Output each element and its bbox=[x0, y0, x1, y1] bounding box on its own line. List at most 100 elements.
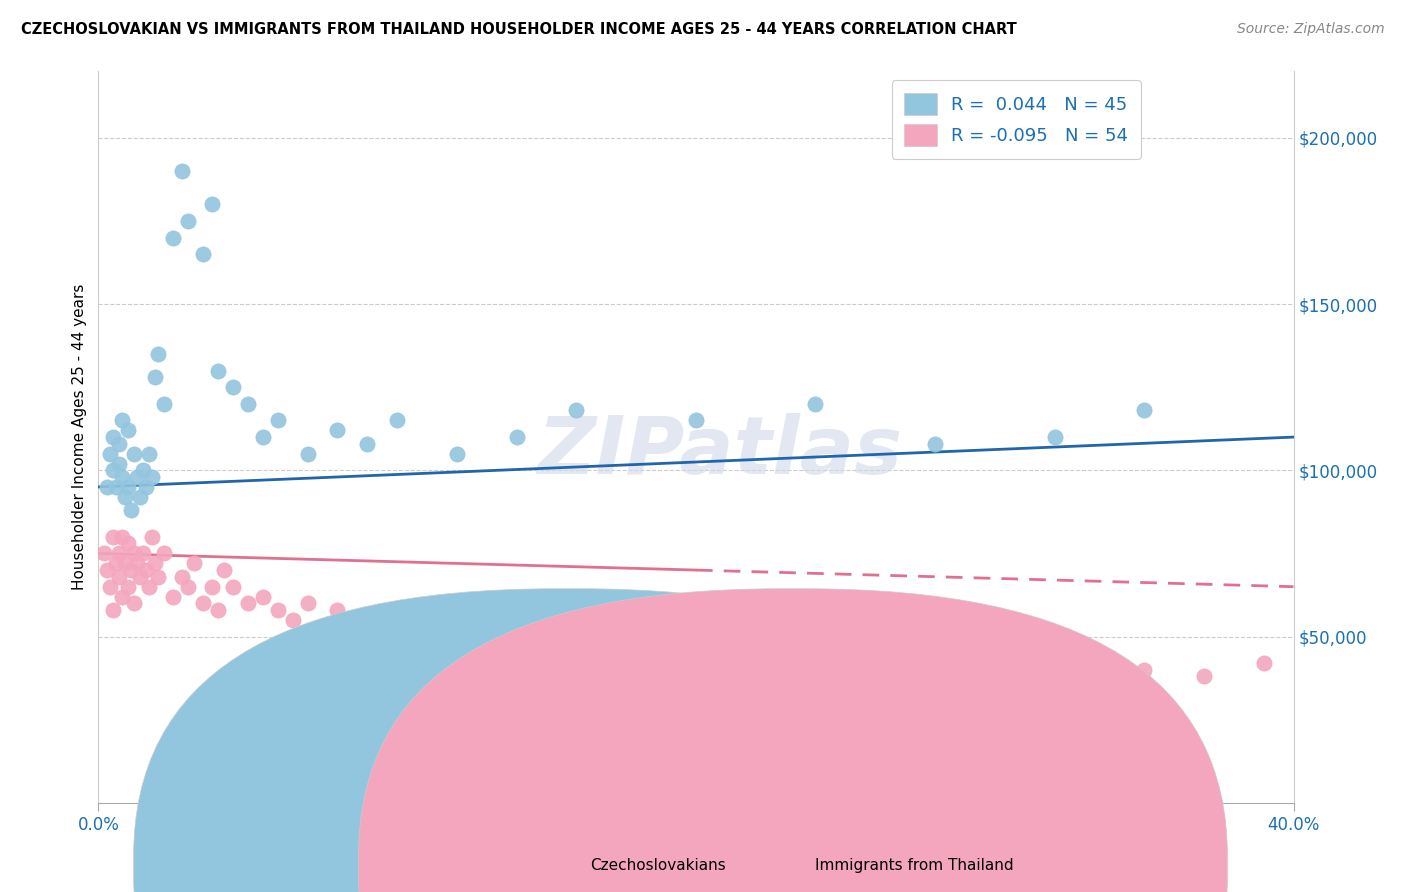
Point bbox=[98, 580, 122, 594]
Text: Immigrants from Thailand: Immigrants from Thailand bbox=[815, 858, 1014, 872]
Point bbox=[103, 530, 125, 544]
Point bbox=[98, 447, 122, 461]
Point bbox=[1253, 656, 1275, 670]
Point bbox=[326, 424, 349, 438]
Point bbox=[506, 430, 529, 444]
Point bbox=[267, 603, 290, 617]
Point bbox=[1192, 669, 1215, 683]
Point bbox=[201, 197, 224, 211]
Point bbox=[222, 380, 245, 394]
Point bbox=[120, 563, 142, 577]
Point bbox=[212, 563, 235, 577]
Text: Source: ZipAtlas.com: Source: ZipAtlas.com bbox=[1237, 22, 1385, 37]
Point bbox=[222, 580, 245, 594]
Point bbox=[177, 214, 200, 228]
Point bbox=[111, 590, 134, 604]
Point bbox=[775, 646, 797, 660]
Point bbox=[93, 546, 115, 560]
Point bbox=[252, 590, 274, 604]
Point bbox=[120, 503, 142, 517]
Point bbox=[127, 557, 149, 571]
Point bbox=[108, 570, 131, 584]
Legend: R =  0.044   N = 45, R = -0.095   N = 54: R = 0.044 N = 45, R = -0.095 N = 54 bbox=[891, 80, 1142, 159]
Point bbox=[1133, 403, 1156, 417]
Point bbox=[143, 370, 166, 384]
Point bbox=[135, 563, 157, 577]
Point bbox=[117, 536, 139, 550]
Point bbox=[297, 447, 319, 461]
Point bbox=[1043, 430, 1066, 444]
Point bbox=[132, 546, 155, 560]
Point bbox=[281, 613, 304, 627]
Point bbox=[236, 596, 259, 610]
Point bbox=[129, 570, 152, 584]
Point bbox=[111, 530, 134, 544]
Point bbox=[138, 447, 160, 461]
Point bbox=[565, 630, 588, 644]
Point bbox=[111, 413, 134, 427]
Point bbox=[124, 546, 146, 560]
Point bbox=[626, 636, 648, 650]
Point bbox=[103, 430, 125, 444]
Point bbox=[326, 603, 349, 617]
Point bbox=[162, 590, 184, 604]
Point bbox=[103, 463, 125, 477]
Point bbox=[356, 436, 378, 450]
Point bbox=[685, 623, 707, 637]
Point bbox=[565, 403, 588, 417]
Point bbox=[267, 413, 290, 427]
Point bbox=[252, 430, 274, 444]
Text: Czechoslovakians: Czechoslovakians bbox=[591, 858, 727, 872]
Point bbox=[138, 580, 160, 594]
Point bbox=[129, 490, 152, 504]
Point bbox=[117, 480, 139, 494]
Point bbox=[108, 436, 131, 450]
Point bbox=[141, 470, 163, 484]
Point bbox=[177, 580, 200, 594]
Point bbox=[1133, 663, 1156, 677]
Point bbox=[117, 424, 139, 438]
Point bbox=[105, 480, 128, 494]
Point bbox=[385, 623, 409, 637]
Point bbox=[124, 596, 146, 610]
Point bbox=[984, 656, 1007, 670]
Point bbox=[201, 580, 224, 594]
Point bbox=[148, 347, 170, 361]
Point bbox=[191, 247, 214, 261]
Point bbox=[153, 397, 176, 411]
Point bbox=[207, 363, 229, 377]
Point bbox=[446, 613, 468, 627]
Point bbox=[162, 230, 184, 244]
Point bbox=[114, 557, 136, 571]
Point bbox=[114, 490, 136, 504]
Point bbox=[108, 546, 131, 560]
Point bbox=[1073, 646, 1095, 660]
Point bbox=[446, 447, 468, 461]
Point bbox=[804, 397, 827, 411]
Point bbox=[96, 480, 118, 494]
Y-axis label: Householder Income Ages 25 - 44 years: Householder Income Ages 25 - 44 years bbox=[72, 284, 87, 591]
Point bbox=[103, 603, 125, 617]
Point bbox=[132, 463, 155, 477]
Point bbox=[108, 457, 131, 471]
Point bbox=[191, 596, 214, 610]
Point bbox=[924, 436, 946, 450]
Point bbox=[117, 580, 139, 594]
Point bbox=[135, 480, 157, 494]
Point bbox=[127, 470, 149, 484]
Point bbox=[297, 596, 319, 610]
Point bbox=[207, 603, 229, 617]
Point bbox=[105, 557, 128, 571]
Point bbox=[96, 563, 118, 577]
Point bbox=[685, 413, 707, 427]
Point bbox=[385, 413, 409, 427]
Point bbox=[183, 557, 205, 571]
Point bbox=[111, 470, 134, 484]
Point bbox=[172, 570, 194, 584]
Point bbox=[141, 530, 163, 544]
Point bbox=[536, 603, 558, 617]
Point bbox=[356, 613, 378, 627]
Point bbox=[236, 397, 259, 411]
Point bbox=[172, 164, 194, 178]
Point bbox=[148, 570, 170, 584]
